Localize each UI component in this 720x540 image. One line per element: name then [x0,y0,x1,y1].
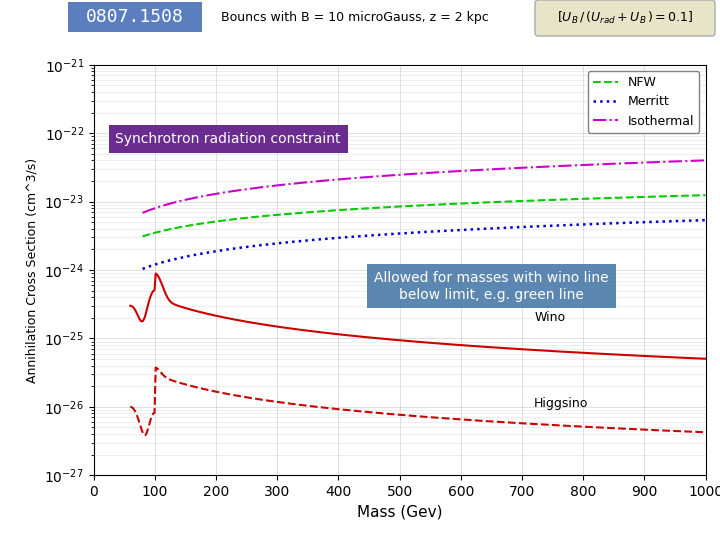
Line: Isothermal: Isothermal [143,160,706,213]
Merritt [409,230,418,236]
Merritt [443,227,451,234]
Line: NFW: NFW [143,195,706,237]
Isothermal [701,157,710,164]
NFW [701,192,710,198]
Merritt [600,220,608,227]
Text: Bouncs with B = 10 microGauss, z = 2 kpc: Bouncs with B = 10 microGauss, z = 2 kpc [221,10,489,24]
Isothermal [600,161,608,167]
Isothermal [688,158,696,164]
NFW [688,192,696,199]
Text: $[U_B\,/\,(U_{rad} + U_B\,)=0.1]$: $[U_B\,/\,(U_{rad} + U_B\,)=0.1]$ [557,10,693,26]
FancyBboxPatch shape [535,0,715,36]
Legend: NFW, Merritt, Isothermal: NFW, Merritt, Isothermal [588,71,699,132]
Isothermal [473,167,482,173]
Text: Allowed for masses with wino line
below limit, e.g. green line: Allowed for masses with wino line below … [374,271,608,301]
NFW [405,202,414,209]
Text: Synchrotron radiation constraint: Synchrotron radiation constraint [115,132,341,146]
FancyBboxPatch shape [68,2,202,32]
Isothermal [409,171,418,177]
Merritt [138,266,147,272]
NFW [473,200,482,206]
NFW [138,233,147,240]
Merritt [473,226,482,232]
Isothermal [443,168,451,175]
Y-axis label: Annihilation Cross Section (cm^3/s): Annihilation Cross Section (cm^3/s) [26,158,39,382]
NFW [600,195,608,201]
NFW [409,202,418,209]
Merritt [688,217,696,224]
Isothermal [405,171,414,177]
Merritt [405,230,414,236]
Text: Higgsino: Higgsino [534,397,589,410]
Line: Merritt: Merritt [143,220,706,269]
Text: 0807.1508: 0807.1508 [86,8,184,26]
X-axis label: Mass (Gev): Mass (Gev) [357,504,442,519]
Text: Wino: Wino [534,311,565,324]
Isothermal [138,210,147,216]
NFW [443,201,451,207]
Merritt [701,217,710,224]
